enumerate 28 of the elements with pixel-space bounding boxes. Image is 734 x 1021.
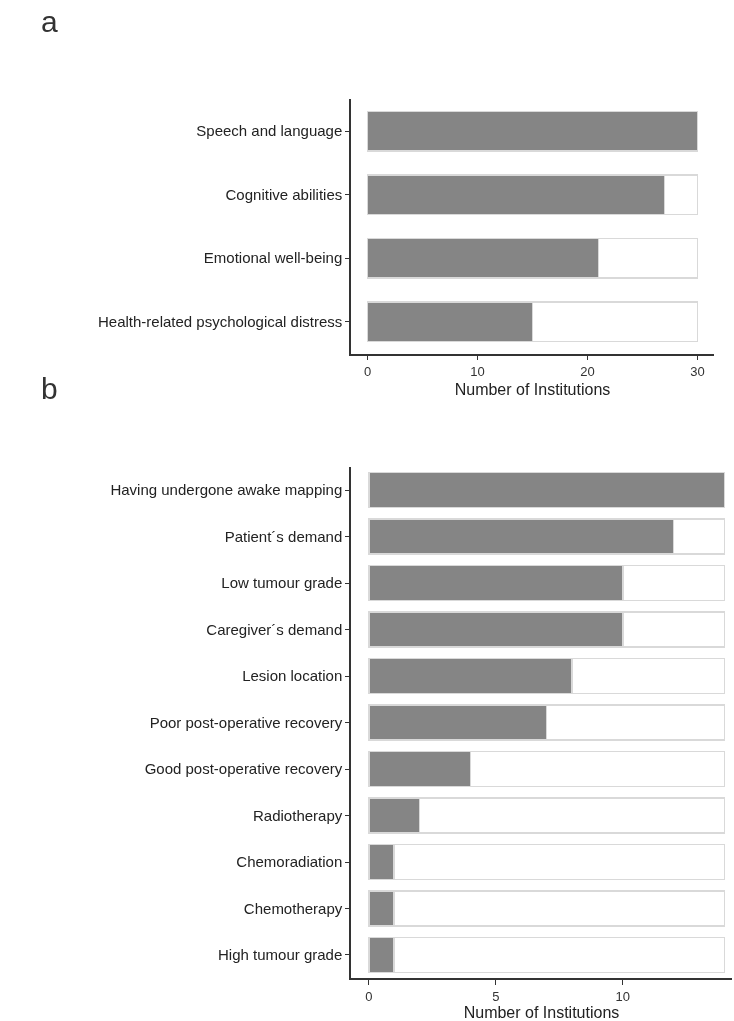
x-axis-title: Number of Institutions bbox=[454, 381, 611, 399]
text: b bbox=[41, 372, 58, 405]
y-tick-label: Having undergone awake mapping bbox=[110, 481, 343, 499]
x-tick-label: 10 bbox=[615, 988, 631, 1004]
y-tick-label: Health-related psychological distress bbox=[97, 313, 343, 331]
y-tick-label: Good post-operative recovery bbox=[144, 760, 343, 778]
y-tick-label: Lesion location bbox=[242, 667, 343, 685]
y-tick-label: Radiotherapy bbox=[253, 806, 343, 824]
x-tick-label: 0 bbox=[365, 988, 373, 1004]
y-tick-label: Chemotherapy bbox=[243, 899, 343, 917]
bar bbox=[366, 110, 699, 152]
x-tick-label: 10 bbox=[470, 363, 485, 379]
y-tick-label: Poor post-operative recovery bbox=[149, 713, 343, 731]
y-tick-label: Chemoradiation bbox=[236, 853, 343, 871]
x-axis-title: Number of Institutions bbox=[463, 1004, 620, 1021]
y-tick-label: Emotional well-being bbox=[203, 249, 343, 267]
y-tick-label: Caregiver´s demand bbox=[206, 620, 343, 638]
x-tick-label: 5 bbox=[492, 988, 500, 1004]
y-tick-label: Speech and language bbox=[196, 122, 343, 140]
text: a bbox=[41, 5, 58, 38]
x-tick-label: 0 bbox=[363, 363, 372, 379]
x-tick-label: 30 bbox=[690, 363, 705, 379]
y-tick-label: Cognitive abilities bbox=[225, 185, 343, 203]
bar bbox=[368, 471, 726, 509]
y-tick-label: High tumour grade bbox=[218, 946, 343, 964]
y-tick-label: Patient´s demand bbox=[224, 527, 343, 545]
y-tick-label: Low tumour grade bbox=[221, 574, 343, 592]
x-tick-label: 20 bbox=[580, 363, 595, 379]
